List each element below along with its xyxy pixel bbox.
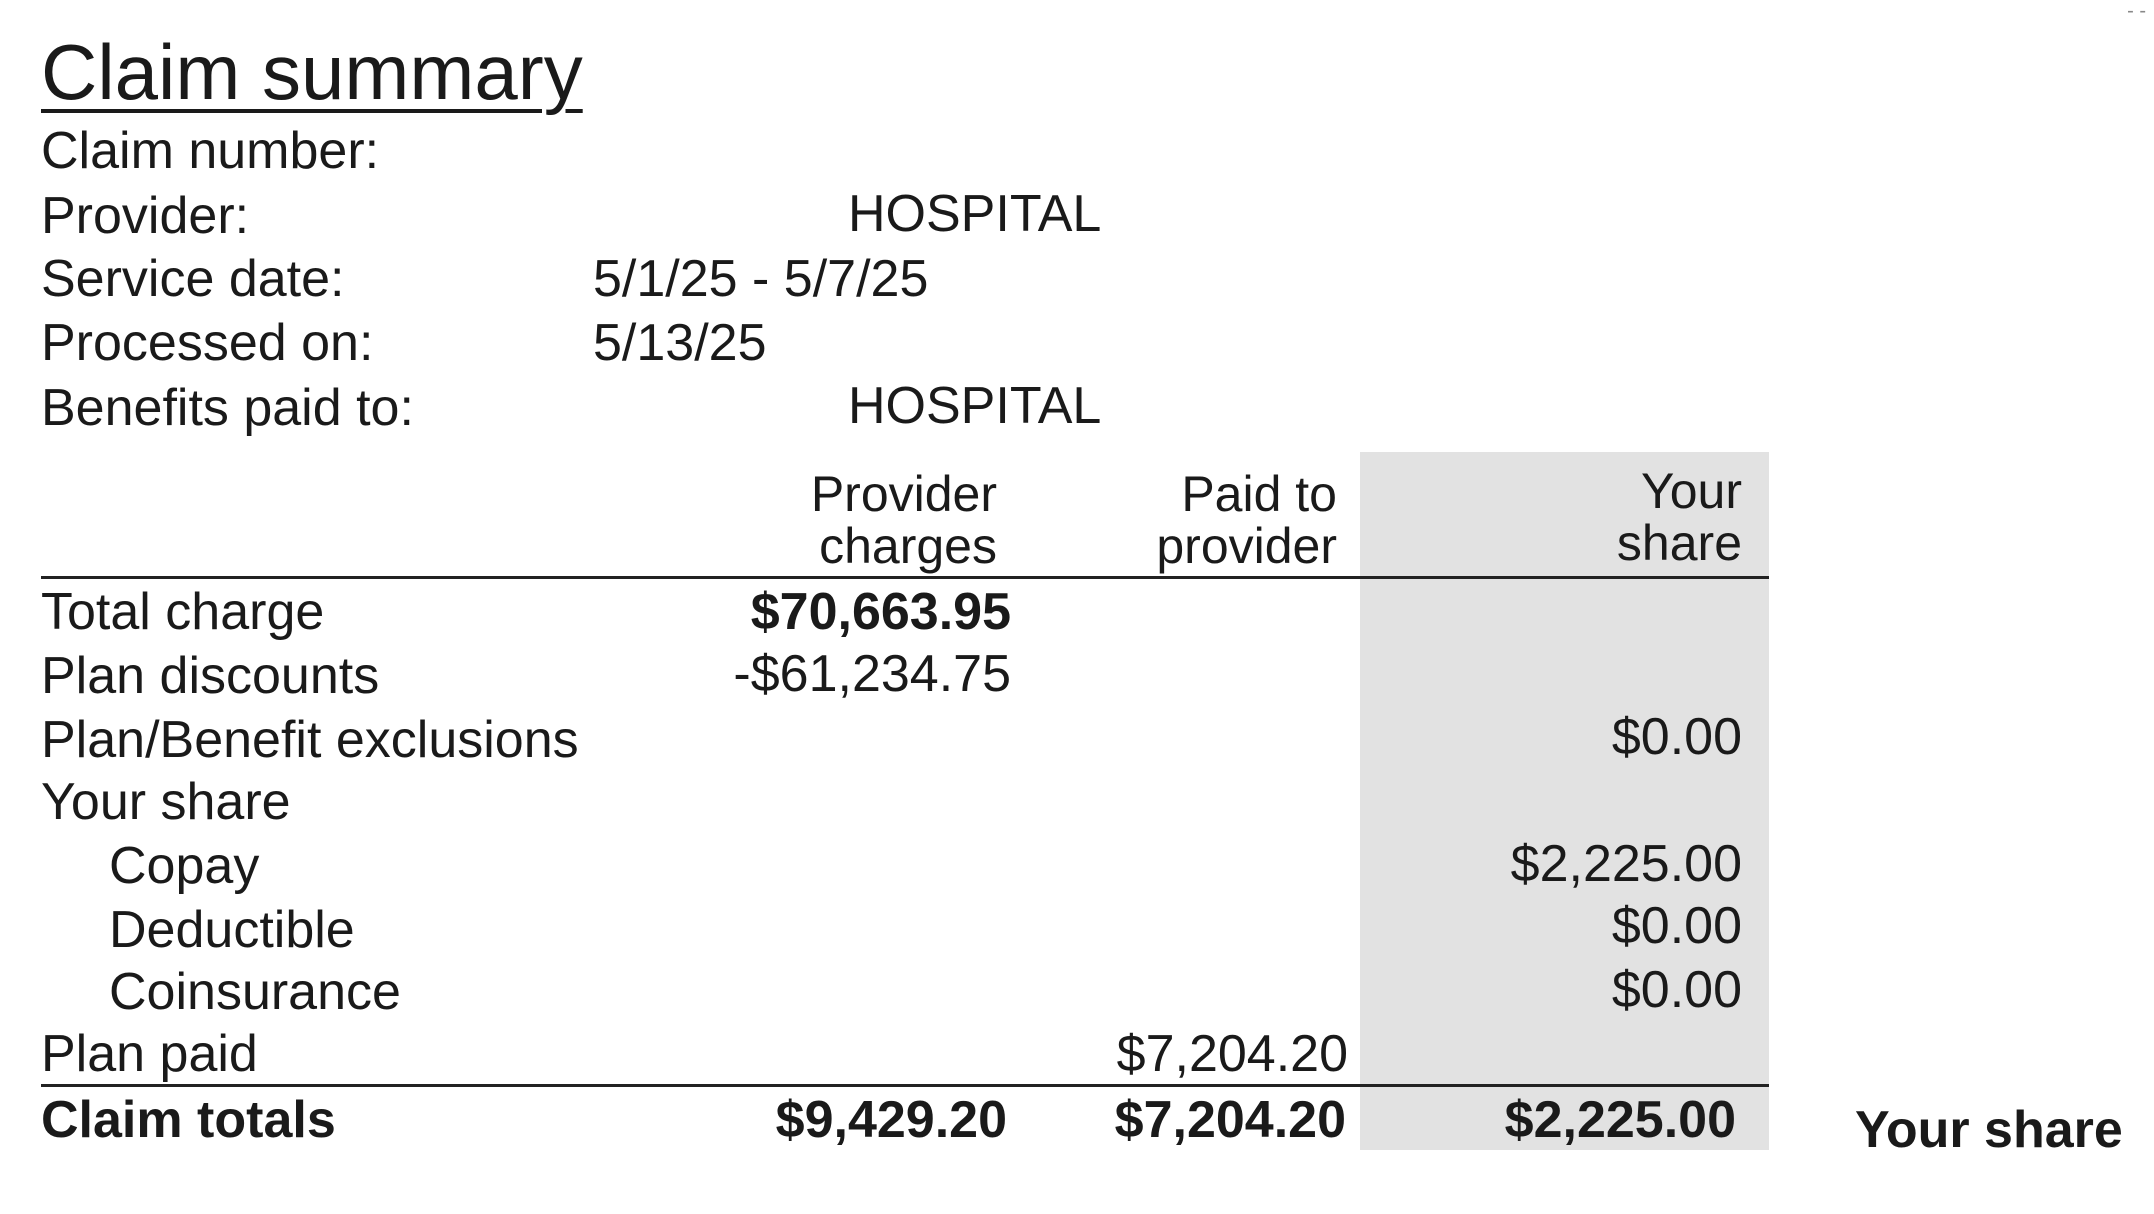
totals-divider: [41, 1084, 1769, 1087]
service-date-value: 5/1/25 - 5/7/25: [593, 250, 929, 308]
row-label-total-charge: Total charge: [41, 583, 325, 641]
plan-paid-paid-to-provider: $7,204.20: [1116, 1025, 1348, 1083]
row-label-deductible: Deductible: [109, 901, 355, 959]
coinsurance-your-share: $0.00: [1611, 961, 1742, 1019]
row-label-exclusions: Plan/Benefit exclusions: [41, 711, 579, 769]
copay-your-share: $2,225.00: [1510, 835, 1742, 893]
your-share-side-label: Your share: [1855, 1101, 2123, 1159]
processed-on-value: 5/13/25: [593, 314, 767, 372]
benefits-paid-to-value: HOSPITAL: [848, 377, 1102, 435]
row-label-coinsurance: Coinsurance: [109, 963, 401, 1021]
row-label-copay: Copay: [109, 837, 260, 895]
totals-your-share: $2,225.00: [1504, 1091, 1736, 1149]
service-date-label: Service date:: [41, 250, 345, 308]
totals-provider-charges: $9,429.20: [775, 1091, 1007, 1149]
processed-on-label: Processed on:: [41, 314, 374, 372]
plan-discounts-provider-charges: -$61,234.75: [733, 645, 1011, 703]
row-label-plan-paid: Plan paid: [41, 1025, 258, 1083]
row-label-plan-discounts: Plan discounts: [41, 647, 380, 705]
page-title: Claim summary: [41, 28, 583, 116]
provider-label: Provider:: [41, 187, 250, 245]
your-share-column-shading: [1360, 452, 1769, 1150]
header-paid-to-provider: Paid to provider: [1156, 466, 1337, 574]
row-label-claim-totals: Claim totals: [41, 1091, 336, 1149]
deductible-your-share: $0.00: [1611, 897, 1742, 955]
total-charge-provider-charges: $70,663.95: [750, 583, 1011, 641]
header-divider: [41, 576, 1769, 579]
header-your-share: Your share: [1616, 463, 1742, 571]
header-provider-charges: Provider charges: [810, 466, 997, 574]
claim-number-label: Claim number:: [41, 122, 380, 180]
exclusions-your-share: $0.00: [1611, 708, 1742, 766]
corner-mark: - -: [2127, 0, 2146, 22]
row-label-your-share: Your share: [41, 773, 291, 831]
totals-paid-to-provider: $7,204.20: [1114, 1091, 1346, 1149]
provider-value: HOSPITAL: [848, 185, 1102, 243]
benefits-paid-to-label: Benefits paid to:: [41, 379, 414, 437]
